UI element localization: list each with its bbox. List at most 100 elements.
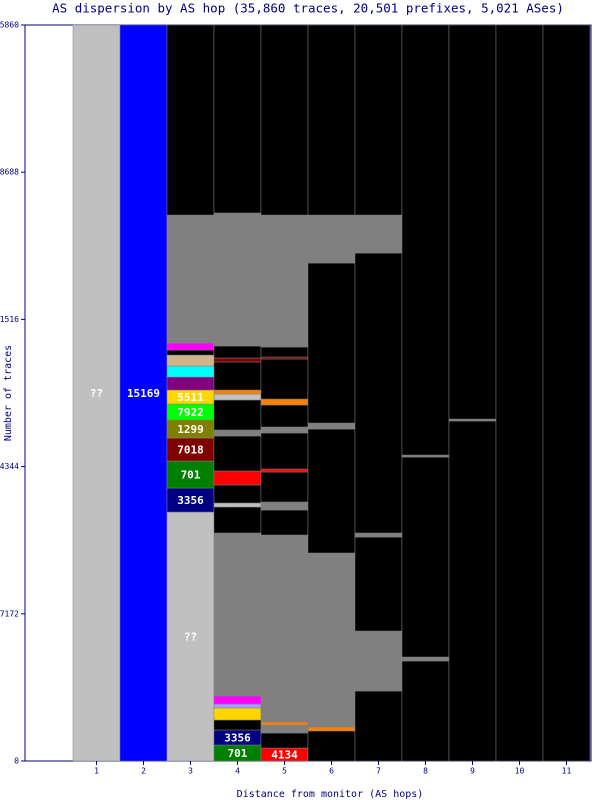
segment — [213, 435, 262, 472]
segment-label: 3356 — [224, 731, 251, 744]
segment — [307, 726, 356, 732]
segment — [119, 24, 168, 762]
segment — [213, 506, 262, 534]
segment — [213, 695, 262, 705]
segment — [213, 532, 262, 697]
x-tick-label: 4 — [235, 767, 240, 776]
segment — [260, 724, 309, 734]
segment — [166, 460, 215, 489]
segment — [307, 428, 356, 554]
segment-label: 5511 — [177, 391, 204, 404]
segment — [448, 24, 497, 420]
segment — [307, 422, 356, 430]
segment-label: 1299 — [177, 423, 204, 436]
segment — [448, 418, 497, 422]
segment — [260, 468, 309, 473]
segment — [307, 214, 356, 264]
segment — [401, 454, 450, 458]
chart-title: AS dispersion by AS hop (35,860 traces, … — [52, 1, 564, 16]
segment-label: 3356 — [177, 494, 204, 507]
y-tick-label: 28688 — [0, 168, 19, 177]
segment-label: 4134 — [271, 749, 298, 762]
segment — [495, 24, 544, 762]
x-tick-label: 1 — [94, 767, 99, 776]
x-axis-label: Distance from monitor (AS hops) — [237, 789, 424, 800]
segment — [260, 501, 309, 511]
segment — [401, 24, 450, 456]
segment — [354, 532, 403, 538]
segment-label: 701 — [181, 469, 201, 482]
segment — [166, 342, 215, 351]
segment — [213, 399, 262, 431]
segment — [166, 354, 215, 367]
segment-label: 7018 — [177, 444, 204, 457]
segment — [354, 214, 403, 254]
segment — [260, 404, 309, 428]
y-tick-label: 21516 — [0, 315, 19, 324]
segment — [213, 361, 262, 391]
segment-label: ?? — [184, 631, 197, 644]
segment-label: 7922 — [177, 406, 204, 419]
segment — [307, 24, 356, 216]
segment — [354, 252, 403, 534]
x-tick-label: 5 — [282, 767, 287, 776]
y-tick-label: 35860 — [0, 21, 19, 30]
segment — [213, 429, 262, 437]
segment — [166, 214, 215, 344]
segment — [166, 24, 215, 216]
segment — [260, 534, 309, 723]
segment — [260, 509, 309, 536]
segment — [213, 24, 262, 214]
segment — [260, 398, 309, 406]
x-tick-label: 6 — [329, 767, 334, 776]
segment — [260, 732, 309, 749]
segment — [307, 730, 356, 762]
segment — [260, 471, 309, 503]
x-tick-label: 11 — [562, 767, 572, 776]
segment — [213, 502, 262, 508]
segment — [213, 470, 262, 486]
segment — [260, 356, 309, 360]
segment — [307, 552, 356, 728]
y-tick-label: 0 — [14, 757, 19, 766]
x-tick-label: 7 — [376, 767, 381, 776]
segment — [401, 656, 450, 662]
segment — [401, 456, 450, 658]
segment — [260, 432, 309, 470]
segment — [401, 660, 450, 762]
segment — [260, 346, 309, 358]
segment — [213, 393, 262, 401]
segment — [260, 24, 309, 216]
y-axis-label: Number of traces — [3, 345, 14, 441]
segment — [213, 345, 262, 359]
segment — [213, 389, 262, 395]
segment — [448, 420, 497, 762]
y-tick-label: 7172 — [0, 609, 19, 618]
segment — [354, 630, 403, 692]
segment — [260, 426, 309, 434]
x-tick-label: 3 — [188, 767, 193, 776]
segment-label: ?? — [90, 387, 103, 400]
segment — [307, 262, 356, 424]
x-tick-label: 8 — [423, 767, 428, 776]
segment — [260, 358, 309, 400]
segment — [213, 703, 262, 709]
segment — [354, 690, 403, 762]
segment — [166, 349, 215, 356]
segment-label: 701 — [228, 747, 248, 760]
x-tick-label: 2 — [141, 767, 146, 776]
segment — [213, 707, 262, 721]
segment — [166, 376, 215, 391]
x-tick-label: 10 — [515, 767, 525, 776]
segment-label: 15169 — [127, 387, 160, 400]
x-tick-label: 9 — [470, 767, 475, 776]
segment — [166, 365, 215, 378]
segment — [354, 24, 403, 216]
y-tick-label: 14344 — [0, 462, 19, 471]
segment — [354, 536, 403, 632]
segment — [260, 721, 309, 726]
segment — [542, 24, 591, 762]
segment — [260, 214, 309, 348]
segment — [213, 357, 262, 363]
